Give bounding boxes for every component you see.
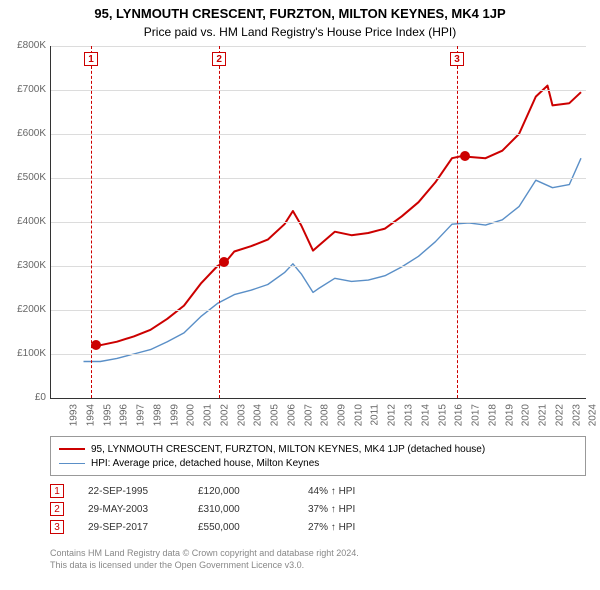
y-tick-label: £700K	[6, 84, 46, 95]
x-tick-label: 2020	[521, 404, 532, 426]
gridline-h	[50, 266, 586, 267]
transaction-price: £550,000	[198, 522, 308, 533]
legend-label: 95, LYNMOUTH CRESCENT, FURZTON, MILTON K…	[91, 444, 485, 455]
x-tick-label: 1998	[152, 404, 163, 426]
x-tick-label: 2022	[554, 404, 565, 426]
legend-swatch	[59, 448, 85, 450]
gridline-h	[50, 178, 586, 179]
x-tick-label: 2018	[487, 404, 498, 426]
x-tick-label: 1994	[85, 404, 96, 426]
y-tick-label: £200K	[6, 304, 46, 315]
transaction-marker: 2	[50, 502, 64, 516]
x-tick-label: 2003	[236, 404, 247, 426]
transaction-date: 29-MAY-2003	[88, 504, 198, 515]
x-tick-label: 2007	[303, 404, 314, 426]
transaction-row: 3 29-SEP-2017£550,00027% ↑ HPI	[50, 518, 355, 536]
x-tick-label: 2002	[219, 404, 230, 426]
x-tick-label: 2005	[269, 404, 280, 426]
y-tick-label: £800K	[6, 40, 46, 51]
transaction-delta: 44% ↑ HPI	[308, 486, 355, 497]
footer-line1: Contains HM Land Registry data © Crown c…	[50, 548, 359, 560]
gridline-h	[50, 46, 586, 47]
marker-badge: 2	[212, 52, 226, 66]
marker-guideline	[457, 46, 458, 398]
transaction-delta: 27% ↑ HPI	[308, 522, 355, 533]
x-tick-label: 2008	[320, 404, 331, 426]
gridline-h	[50, 310, 586, 311]
sale-point-dot	[460, 151, 470, 161]
transaction-marker: 1	[50, 484, 64, 498]
chart-subtitle: Price paid vs. HM Land Registry's House …	[0, 21, 600, 39]
transaction-delta: 37% ↑ HPI	[308, 504, 355, 515]
x-tick-label: 2014	[420, 404, 431, 426]
x-tick-label: 2006	[286, 404, 297, 426]
transaction-price: £310,000	[198, 504, 308, 515]
chart-container: 95, LYNMOUTH CRESCENT, FURZTON, MILTON K…	[0, 0, 600, 590]
legend-label: HPI: Average price, detached house, Milt…	[91, 458, 319, 469]
marker-badge: 1	[84, 52, 98, 66]
gridline-h	[50, 134, 586, 135]
x-tick-label: 2009	[336, 404, 347, 426]
chart-title: 95, LYNMOUTH CRESCENT, FURZTON, MILTON K…	[0, 0, 600, 21]
y-tick-label: £300K	[6, 260, 46, 271]
y-tick-label: £600K	[6, 128, 46, 139]
gridline-h	[50, 90, 586, 91]
gridline-h	[50, 354, 586, 355]
transaction-date: 22-SEP-1995	[88, 486, 198, 497]
x-tick-label: 2010	[353, 404, 364, 426]
x-tick-label: 2012	[387, 404, 398, 426]
x-tick-label: 1999	[169, 404, 180, 426]
x-tick-label: 2011	[369, 404, 380, 426]
y-axis	[50, 46, 51, 398]
series-line	[84, 158, 582, 361]
y-tick-label: £500K	[6, 172, 46, 183]
x-tick-label: 2004	[253, 404, 264, 426]
y-tick-label: £0	[6, 392, 46, 403]
x-tick-label: 1997	[135, 404, 146, 426]
legend-item: 95, LYNMOUTH CRESCENT, FURZTON, MILTON K…	[59, 442, 577, 456]
transaction-row: 2 29-MAY-2003£310,00037% ↑ HPI	[50, 500, 355, 518]
plot-area: £0£100K£200K£300K£400K£500K£600K£700K£80…	[50, 46, 586, 398]
x-tick-label: 2021	[537, 404, 548, 426]
x-tick-label: 2017	[470, 404, 481, 426]
x-tick-label: 2013	[403, 404, 414, 426]
transactions-table: 1 22-SEP-1995£120,00044% ↑ HPI 2 29-MAY-200…	[50, 482, 355, 536]
sale-point-dot	[219, 257, 229, 267]
y-tick-label: £400K	[6, 216, 46, 227]
transaction-price: £120,000	[198, 486, 308, 497]
x-tick-label: 2016	[454, 404, 465, 426]
x-tick-label: 1995	[102, 404, 113, 426]
x-tick-label: 2023	[571, 404, 582, 426]
marker-guideline	[219, 46, 220, 398]
footer-attribution: Contains HM Land Registry data © Crown c…	[50, 548, 359, 571]
transaction-marker: 3	[50, 520, 64, 534]
legend: 95, LYNMOUTH CRESCENT, FURZTON, MILTON K…	[50, 436, 586, 476]
transaction-date: 29-SEP-2017	[88, 522, 198, 533]
x-tick-label: 1996	[119, 404, 130, 426]
y-tick-label: £100K	[6, 348, 46, 359]
x-tick-label: 2000	[186, 404, 197, 426]
sale-point-dot	[91, 340, 101, 350]
transaction-row: 1 22-SEP-1995£120,00044% ↑ HPI	[50, 482, 355, 500]
x-tick-label: 2015	[437, 404, 448, 426]
x-tick-label: 2019	[504, 404, 515, 426]
x-tick-label: 2024	[588, 404, 599, 426]
x-tick-label: 2001	[202, 404, 213, 426]
marker-badge: 3	[450, 52, 464, 66]
x-axis	[50, 398, 586, 399]
footer-line2: This data is licensed under the Open Gov…	[50, 560, 359, 572]
legend-swatch	[59, 463, 85, 464]
legend-item: HPI: Average price, detached house, Milt…	[59, 456, 577, 470]
gridline-h	[50, 222, 586, 223]
x-tick-label: 1993	[68, 404, 79, 426]
